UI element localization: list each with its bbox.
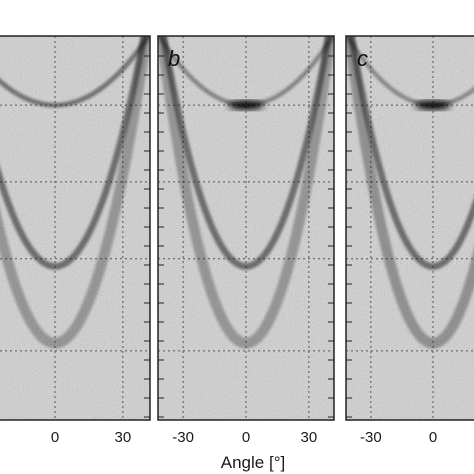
- band-1: [0, 36, 148, 270]
- band-2: [0, 36, 150, 349]
- panel-b-plot: -30 0 30: [157, 35, 335, 446]
- x-tick-label: 30: [115, 429, 132, 446]
- x-axis-title: Angle [°]: [221, 453, 285, 472]
- plot-frame: [345, 35, 474, 421]
- plot-frame: [157, 35, 335, 421]
- plot-frame: [0, 35, 151, 421]
- panel-b-label: b: [168, 46, 180, 71]
- x-tick-label: -30: [172, 429, 194, 446]
- x-tick-label: 0: [51, 429, 59, 446]
- band-2: [158, 36, 334, 349]
- band-0: [0, 36, 150, 108]
- panel-c-label: c: [357, 46, 368, 71]
- band-2: [346, 36, 474, 349]
- band-1: [160, 36, 332, 270]
- x-tick-label: 30: [301, 429, 318, 446]
- x-tick-label: 0: [429, 429, 437, 446]
- hotspot-0: [415, 100, 451, 111]
- x-tick-label: 0: [242, 429, 250, 446]
- panel-b: -30 0 30 b: [157, 35, 335, 446]
- panel-c: -30 0 c: [345, 35, 474, 446]
- x-tick-label: -30: [360, 429, 382, 446]
- hotspot-0: [228, 100, 264, 111]
- noise-texture: [0, 36, 150, 420]
- band-1: [347, 36, 474, 270]
- panel-c-plot: -30 0: [345, 35, 474, 446]
